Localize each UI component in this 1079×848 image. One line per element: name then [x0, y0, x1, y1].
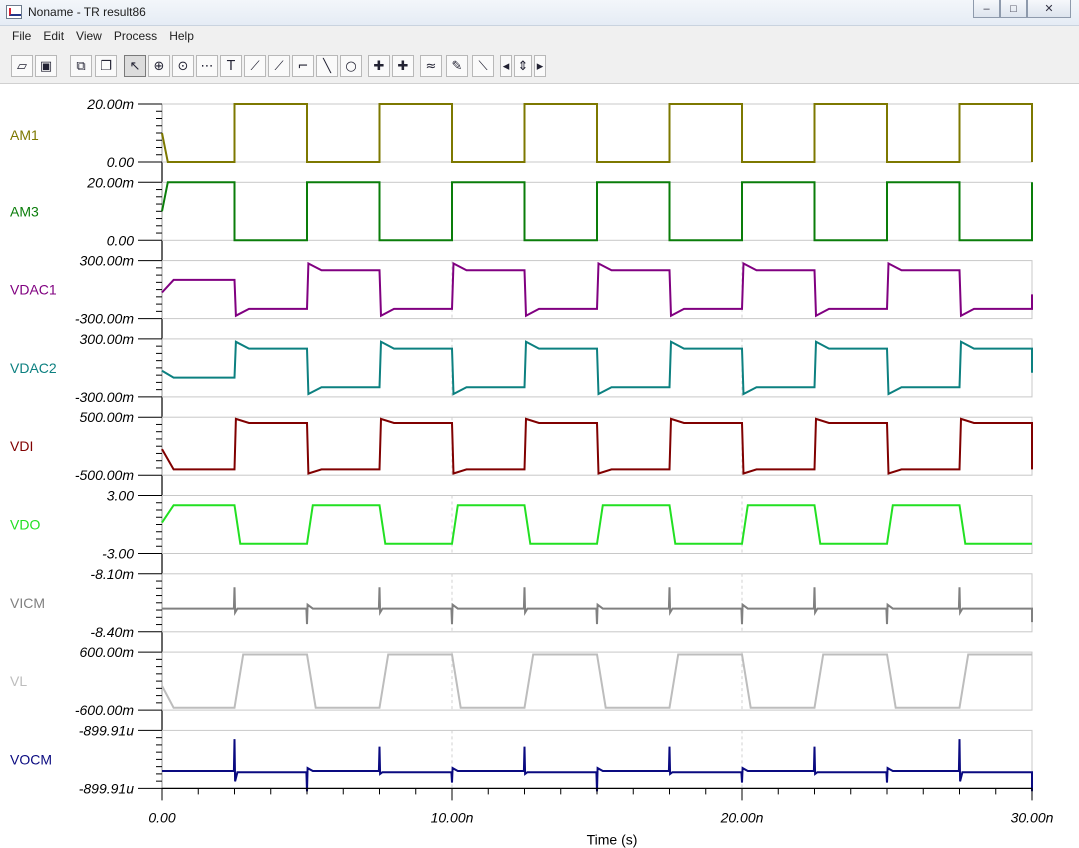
label-3-icon[interactable]: ⌐ — [292, 55, 314, 77]
zoom-icon[interactable]: ⊕ — [148, 55, 170, 77]
y-tick-label-top: 20.00m — [86, 174, 134, 190]
grid-icon[interactable]: ⋯ — [196, 55, 218, 77]
y-tick-label-top: 20.00m — [86, 96, 134, 112]
line-icon[interactable]: ╲ — [316, 55, 338, 77]
series-label: VDI — [10, 438, 33, 454]
waveform-plot: 20.00m 0.00 AM1 20.00m 0.00 AM3 300.00m -300.00… — [10, 96, 1054, 847]
menu-view[interactable]: View — [76, 29, 102, 43]
waves-icon[interactable]: ≈ — [420, 55, 442, 77]
series-label: AM3 — [10, 203, 39, 219]
minimize-button[interactable]: – — [973, 0, 1000, 18]
series-label: VL — [10, 673, 27, 689]
save-icon[interactable]: ▣ — [35, 55, 57, 77]
y-tick-label-top: 300.00m — [80, 253, 135, 269]
title-bar: Noname - TR result86 – □ ✕ — [0, 0, 1079, 26]
nav-right-icon[interactable]: ▸ — [534, 55, 546, 77]
select-arrow-icon[interactable]: ↖ — [124, 55, 146, 77]
y-tick-label-bottom: 0.00 — [107, 232, 134, 248]
cursor-b-icon[interactable]: ✚ — [392, 55, 414, 77]
app-icon — [6, 5, 22, 19]
ramp-icon[interactable]: ⟍ — [472, 55, 494, 77]
y-tick-label-top: -8.10m — [90, 566, 134, 582]
window-title: Noname - TR result86 — [28, 5, 146, 19]
copy-icon[interactable]: ⧉ — [70, 55, 92, 77]
y-tick-label-top: 600.00m — [80, 644, 135, 660]
open-icon[interactable]: ▱ — [11, 55, 33, 77]
y-tick-label-bottom: -3.00 — [102, 546, 134, 562]
zoom-100-icon[interactable]: ⊙ — [172, 55, 194, 77]
x-tick-label: 10.00n — [431, 809, 474, 825]
y-tick-label-bottom: -899.91u — [79, 780, 134, 796]
y-tick-label-top: 500.00m — [80, 409, 135, 425]
series-label: AM1 — [10, 127, 39, 143]
nav-left-icon[interactable]: ◂ — [500, 55, 512, 77]
menu-process[interactable]: Process — [113, 29, 158, 43]
series-label: VDAC2 — [10, 360, 57, 376]
paste-icon[interactable]: ❐ — [95, 55, 117, 77]
panel-frame — [161, 651, 1033, 711]
y-tick-label-bottom: 0.00 — [107, 154, 134, 170]
y-tick-label-top: -899.91u — [79, 722, 134, 738]
window-controls: – □ ✕ — [973, 0, 1071, 18]
series-label: VICM — [10, 595, 45, 611]
series-label: VOCM — [10, 751, 52, 767]
y-tick-label-bottom: -8.40m — [90, 624, 134, 640]
y-tick-label-bottom: -500.00m — [75, 467, 134, 483]
x-tick-label: 20.00n — [720, 809, 764, 825]
menu-help[interactable]: Help — [169, 29, 194, 43]
menu-edit[interactable]: Edit — [43, 29, 65, 43]
series-label: VDAC1 — [10, 282, 57, 298]
series-line — [161, 504, 1032, 545]
maximize-button[interactable]: □ — [1000, 0, 1027, 18]
series-line — [161, 340, 1033, 396]
nav-up-down-icon[interactable]: ⇕ — [514, 55, 532, 77]
x-tick-label: 0.00 — [148, 809, 175, 825]
text-icon[interactable]: T — [220, 55, 242, 77]
toolbar: ▱ ▣ ⧉ ❐ ↖ ⊕ ⊙ ⋯ T ⟋ ⟋ ⌐ ╲ ○ ✚ ✚ ≈ ✎ ⟍ ◂ … — [0, 46, 1079, 84]
x-axis-label: Time (s) — [587, 831, 638, 847]
series-line — [161, 417, 1033, 475]
series-line — [162, 587, 1033, 625]
menu-bar: File Edit View Process Help — [0, 26, 1079, 46]
series-line — [161, 181, 1033, 242]
y-tick-label-top: 300.00m — [80, 331, 135, 347]
series-line — [161, 653, 1032, 709]
y-tick-label-top: 3.00 — [107, 488, 134, 504]
series-line — [161, 103, 1033, 163]
probe-icon[interactable]: ✎ — [446, 55, 468, 77]
y-tick-label-bottom: -300.00m — [75, 389, 134, 405]
y-tick-label-bottom: -300.00m — [75, 311, 134, 327]
cursor-a-icon[interactable]: ✚ — [368, 55, 390, 77]
label-2-icon[interactable]: ⟋ — [268, 55, 290, 77]
close-button[interactable]: ✕ — [1027, 0, 1071, 18]
label-1-icon[interactable]: ⟋ — [244, 55, 266, 77]
x-tick-label: 30.00n — [1011, 809, 1054, 825]
series-line — [162, 739, 1033, 792]
series-line — [161, 261, 1033, 318]
series-label: VDO — [10, 517, 40, 533]
circle-icon[interactable]: ○ — [340, 55, 362, 77]
y-tick-label-bottom: -600.00m — [75, 702, 134, 718]
menu-file[interactable]: File — [12, 29, 32, 43]
